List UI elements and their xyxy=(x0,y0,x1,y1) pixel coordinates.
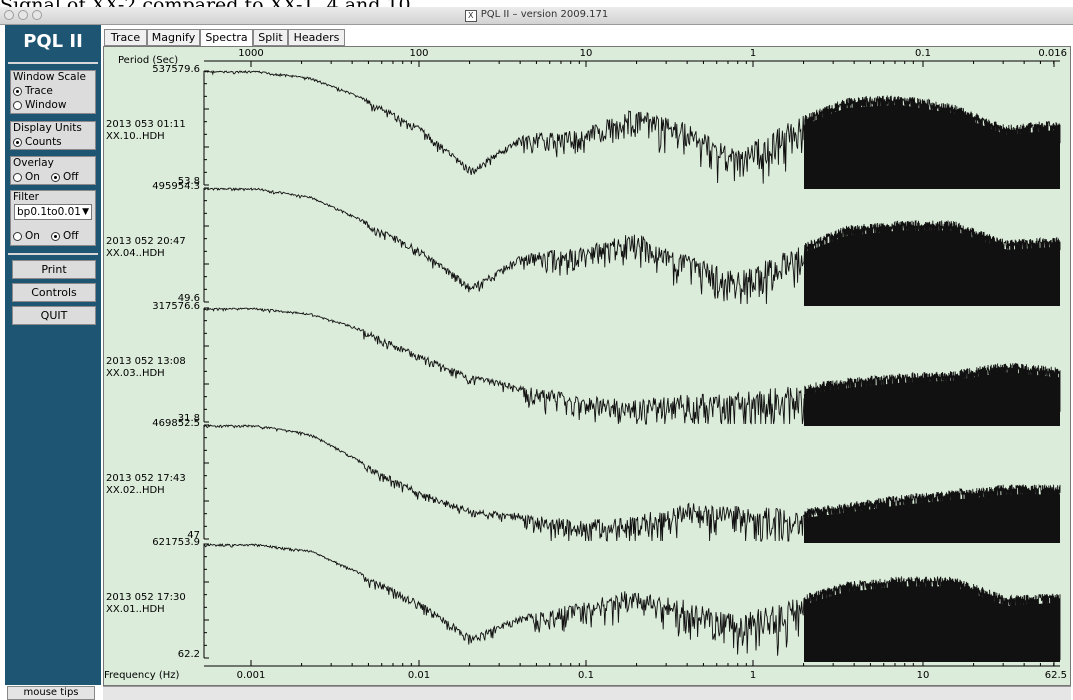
window-scale-trace-radio[interactable]: Trace xyxy=(13,85,53,97)
spectra-canvas xyxy=(203,60,1061,667)
radio-empty-icon xyxy=(13,231,22,241)
trace-min-label: 31.8 xyxy=(177,413,200,424)
period-tick-label: 1 xyxy=(749,48,757,59)
radio-empty-icon xyxy=(13,100,22,110)
display-units-title: Display Units xyxy=(13,122,82,134)
period-tick-label: 0.1 xyxy=(915,48,931,59)
trace-time-label: 2013 052 13:08 xyxy=(106,356,186,367)
tab-trace[interactable]: Trace xyxy=(104,29,147,46)
filter-title: Filter xyxy=(13,191,40,203)
radio-selected-icon xyxy=(51,231,60,241)
status-bar xyxy=(103,686,1071,700)
trace-min-label: 53.8 xyxy=(177,176,200,187)
spectrum-trace-line xyxy=(203,543,1061,661)
radio-selected-icon xyxy=(51,172,60,182)
period-tick-label: 1000 xyxy=(238,48,264,59)
app-title: PQL II xyxy=(23,31,83,52)
trace-max-label: 495954.3 xyxy=(152,181,200,192)
tab-bar: Trace Magnify Spectra Split Headers xyxy=(103,27,1071,47)
trace-max-label: 537579.6 xyxy=(152,64,200,75)
spectrum-trace-fill xyxy=(804,230,1060,306)
radio-label: Window xyxy=(25,99,67,111)
tab-spectra[interactable]: Spectra xyxy=(200,29,253,46)
filter-group: Filter bp0.1to0.01 ▼ On Off xyxy=(10,190,96,246)
radio-selected-icon xyxy=(13,137,22,147)
chevron-down-icon: ▼ xyxy=(82,207,89,217)
display-units-counts-radio[interactable]: Counts xyxy=(13,136,62,148)
period-tick-label: 100 xyxy=(409,48,429,59)
radio-label: Off xyxy=(63,230,79,242)
spectrum-trace-line xyxy=(203,187,1061,305)
filter-off-radio[interactable]: Off xyxy=(51,230,79,242)
trace-time-label: 2013 052 20:47 xyxy=(106,236,186,247)
period-tick-label: 10 xyxy=(579,48,593,59)
frequency-tick-label: 0.01 xyxy=(407,670,431,681)
overlay-title: Overlay xyxy=(13,157,54,169)
trace-max-label: 317576.6 xyxy=(152,301,200,312)
overlay-off-radio[interactable]: Off xyxy=(51,171,79,183)
window-scale-title: Window Scale xyxy=(13,71,86,83)
spectrum-trace-fill xyxy=(804,372,1060,426)
filter-on-radio[interactable]: On xyxy=(13,230,40,242)
trace-time-label: 2013 052 17:43 xyxy=(106,473,186,484)
frequency-tick-label: 0.001 xyxy=(236,670,266,681)
filter-dropdown[interactable]: bp0.1to0.01 ▼ xyxy=(14,204,92,220)
close-window-icon[interactable] xyxy=(4,10,14,20)
frequency-tick-label: 10 xyxy=(916,670,930,681)
overlay-on-radio[interactable]: On xyxy=(13,171,40,183)
radio-empty-icon xyxy=(13,172,22,182)
spectrum-trace-fill xyxy=(804,586,1060,662)
trace-max-label: 469852.5 xyxy=(152,418,200,429)
window-title-text: PQL II – version 2009.171 xyxy=(480,9,609,20)
display-units-group: Display Units Counts xyxy=(10,121,96,150)
frequency-tick-label: 62.5 xyxy=(1044,670,1067,681)
zoom-window-icon[interactable] xyxy=(32,10,42,20)
period-tick-label: 0.016 xyxy=(1038,48,1067,59)
period-axis-label: Period (Sec) xyxy=(118,55,179,66)
tab-split[interactable]: Split xyxy=(253,29,288,46)
frequency-tick-label: 1 xyxy=(749,670,757,681)
minimize-window-icon[interactable] xyxy=(18,10,28,20)
spectrum-trace-fill xyxy=(804,104,1060,189)
trace-station-label: XX.01..HDH xyxy=(106,604,165,615)
radio-label: On xyxy=(25,230,40,242)
window-title: X PQL II – version 2009.171 xyxy=(0,9,1073,22)
trace-station-label: XX.10..HDH xyxy=(106,131,165,142)
trace-station-label: XX.03..HDH xyxy=(106,368,165,379)
radio-label: Trace xyxy=(25,85,53,97)
spectrum-trace-line xyxy=(203,306,1061,425)
tab-magnify[interactable]: Magnify xyxy=(147,29,200,46)
radio-label: Off xyxy=(63,171,79,183)
sidebar-divider xyxy=(8,62,98,64)
trace-min-label: 62.2 xyxy=(177,649,200,660)
spectra-plot[interactable]: Period (Sec) Frequency (Hz) 1000 0.001 100… xyxy=(103,46,1071,686)
trace-time-label: 2013 053 01:11 xyxy=(106,119,186,130)
trace-station-label: XX.04..HDH xyxy=(106,248,165,259)
frequency-axis-label: Frequency (Hz) xyxy=(104,670,180,681)
radio-label: On xyxy=(25,171,40,183)
window-titlebar: X PQL II – version 2009.171 xyxy=(0,7,1073,25)
overlay-group: Overlay On Off xyxy=(10,156,96,185)
radio-label: Counts xyxy=(25,136,62,148)
quit-button[interactable]: QUIT xyxy=(12,306,96,325)
spectrum-trace-fill xyxy=(804,494,1060,543)
print-button[interactable]: Print xyxy=(12,260,96,279)
trace-min-label: 49.6 xyxy=(177,293,200,304)
mouse-tips-button[interactable]: mouse tips xyxy=(7,686,95,700)
trace-time-label: 2013 052 17:30 xyxy=(106,592,186,603)
radio-selected-icon xyxy=(13,86,22,96)
control-sidebar: PQL II Window Scale Trace Window Display… xyxy=(5,25,101,685)
window-scale-group: Window Scale Trace Window xyxy=(10,70,96,114)
window-scale-window-radio[interactable]: Window xyxy=(13,99,66,111)
controls-button[interactable]: Controls xyxy=(12,283,96,302)
tab-headers[interactable]: Headers xyxy=(288,29,345,46)
trace-station-label: XX.02..HDH xyxy=(106,485,165,496)
trace-min-label: 47 xyxy=(187,530,200,541)
filter-value: bp0.1to0.01 xyxy=(17,206,81,218)
sidebar-divider xyxy=(8,253,98,255)
frequency-tick-label: 0.1 xyxy=(578,670,594,681)
trace-max-label: 621753.9 xyxy=(152,537,200,548)
x11-icon: X xyxy=(464,10,477,22)
